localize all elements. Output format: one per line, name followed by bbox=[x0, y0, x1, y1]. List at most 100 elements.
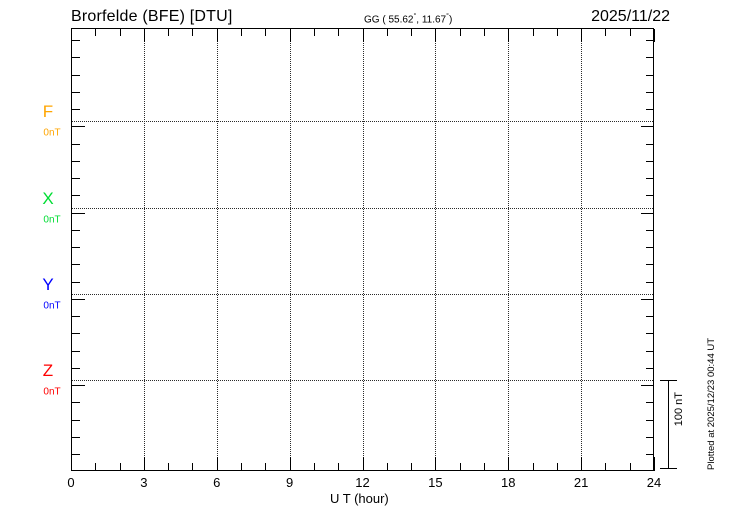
x-axis-tick bbox=[435, 457, 437, 471]
x-axis-tick bbox=[119, 463, 121, 471]
x-axis-tick-label: 9 bbox=[286, 475, 294, 490]
y-axis-tick-right bbox=[646, 437, 653, 438]
baseline-gridline-x bbox=[72, 208, 653, 209]
y-axis-tick bbox=[72, 126, 85, 127]
y-axis-tick-right bbox=[646, 144, 653, 145]
y-axis-tick-right bbox=[646, 57, 653, 58]
component-baseline-value-z: 0nT bbox=[43, 386, 61, 398]
y-axis-tick bbox=[72, 454, 80, 455]
y-axis-tick-right bbox=[646, 454, 653, 455]
x-axis-tick-top bbox=[386, 29, 388, 36]
y-axis-tick-right bbox=[646, 75, 653, 76]
scale-bar-stem bbox=[668, 380, 669, 468]
y-axis-tick-right bbox=[646, 333, 653, 334]
component-label-x: X bbox=[42, 189, 54, 208]
y-axis-tick-right bbox=[646, 264, 653, 265]
y-axis-tick bbox=[72, 420, 80, 421]
x-axis-tick bbox=[71, 457, 72, 471]
y-axis-tick bbox=[72, 264, 80, 265]
y-axis-tick bbox=[72, 57, 80, 58]
y-axis-tick bbox=[72, 368, 80, 369]
x-axis-tick-top bbox=[605, 29, 607, 36]
component-label-f: F bbox=[42, 102, 54, 121]
x-axis-tick bbox=[289, 457, 291, 471]
x-axis-tick bbox=[459, 463, 461, 471]
x-axis-tick bbox=[241, 463, 243, 471]
component-baseline-value-y: 0nT bbox=[43, 300, 61, 312]
scale-bar-bottom-cap bbox=[660, 468, 677, 469]
y-axis-tick bbox=[72, 109, 80, 110]
y-axis-tick-right bbox=[646, 178, 653, 179]
y-axis-tick-right bbox=[641, 213, 653, 214]
vertical-gridline bbox=[435, 29, 437, 470]
y-axis-tick-right bbox=[646, 402, 653, 403]
geo-coords-lon: , 11.67 bbox=[416, 14, 447, 26]
x-axis-tick-top bbox=[168, 29, 170, 36]
x-axis-tick bbox=[362, 457, 364, 471]
degree-icon: ° bbox=[413, 13, 417, 20]
y-axis-tick-right bbox=[646, 195, 653, 196]
x-axis-tick-top bbox=[241, 29, 243, 36]
component-label-z: Z bbox=[42, 361, 54, 380]
x-axis-tick bbox=[386, 463, 388, 471]
x-axis-tick-top bbox=[289, 29, 291, 42]
component-baseline-value-f: 0nT bbox=[43, 127, 61, 139]
x-axis-tick bbox=[143, 457, 145, 471]
component-baseline-value-x: 0nT bbox=[43, 214, 61, 226]
y-axis-tick-right bbox=[646, 247, 653, 248]
x-axis-tick-top bbox=[532, 29, 534, 36]
y-axis-tick-right bbox=[646, 351, 653, 352]
y-axis-tick bbox=[72, 385, 85, 386]
x-axis-tick bbox=[654, 457, 655, 471]
vertical-gridline bbox=[143, 29, 145, 470]
y-axis-tick-right bbox=[646, 92, 653, 93]
y-axis-tick-right bbox=[646, 230, 653, 231]
x-axis-tick bbox=[168, 463, 170, 471]
x-axis-tick-top bbox=[654, 29, 655, 42]
plotted-timestamp: Plotted at 2025/12/23 00:44 UT bbox=[706, 337, 717, 470]
x-axis-tick-top bbox=[508, 29, 510, 42]
vertical-gridline bbox=[508, 29, 510, 470]
x-axis-tick-top bbox=[581, 29, 583, 42]
x-axis-tick-top bbox=[119, 29, 121, 36]
x-axis-tick bbox=[338, 463, 340, 471]
x-axis-tick-label: 3 bbox=[140, 475, 148, 490]
y-axis-tick-right bbox=[641, 385, 653, 386]
x-axis-tick bbox=[313, 463, 315, 471]
x-axis-tick bbox=[216, 457, 218, 471]
y-axis-tick-right bbox=[646, 420, 653, 421]
y-axis-tick-right bbox=[646, 368, 653, 369]
x-axis-tick-top bbox=[143, 29, 145, 42]
y-axis-tick bbox=[72, 92, 80, 93]
x-axis-tick-label: 6 bbox=[213, 475, 221, 490]
scale-bar-label: 100 nT bbox=[673, 392, 685, 427]
y-axis-tick bbox=[72, 178, 80, 179]
y-axis-tick bbox=[72, 230, 80, 231]
x-axis-tick bbox=[629, 463, 631, 471]
geo-coords-lat: GG ( 55.62 bbox=[364, 14, 414, 26]
y-axis-tick-right bbox=[646, 316, 653, 317]
x-axis-tick-top bbox=[71, 29, 72, 42]
x-axis-tick-top bbox=[411, 29, 413, 36]
vertical-gridline bbox=[581, 29, 583, 470]
y-axis-tick bbox=[72, 40, 80, 41]
x-axis-tick bbox=[95, 463, 97, 471]
x-axis-tick-top bbox=[435, 29, 437, 42]
y-axis-tick-right bbox=[641, 126, 653, 127]
x-axis-tick-top bbox=[192, 29, 194, 36]
x-axis-tick bbox=[532, 463, 534, 471]
y-axis-tick bbox=[72, 316, 80, 317]
x-axis-tick bbox=[411, 463, 413, 471]
x-axis-tick-top bbox=[483, 29, 485, 36]
degree-icon: ° bbox=[446, 13, 449, 20]
x-axis-tick bbox=[265, 463, 267, 471]
x-axis-tick-top bbox=[338, 29, 340, 36]
y-axis-tick bbox=[72, 195, 80, 196]
x-axis-tick-label: 24 bbox=[646, 475, 662, 490]
x-axis-tick-label: 21 bbox=[573, 475, 589, 490]
x-axis-tick-top bbox=[265, 29, 267, 36]
baseline-gridline-z bbox=[72, 380, 653, 381]
x-axis-tick bbox=[508, 457, 510, 471]
y-axis-tick-right bbox=[646, 40, 653, 41]
